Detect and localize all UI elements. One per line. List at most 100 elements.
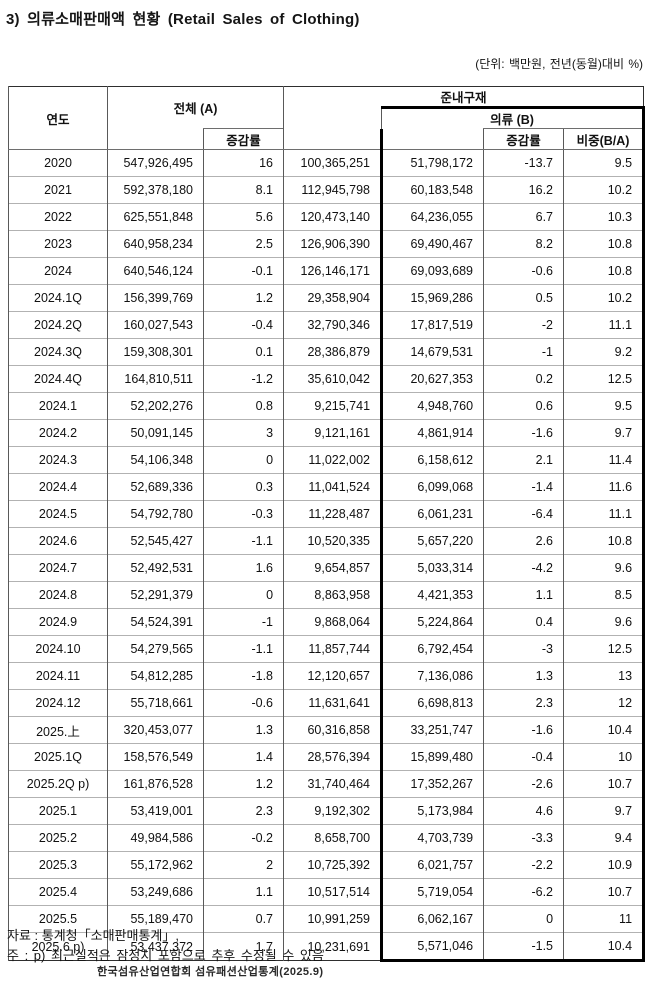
table-row: 2024.2Q 160,027,543 -0.4 32,790,346 17,817,5… [8, 311, 646, 339]
header-row-1: 연도 전체 (A) 준내구재 [8, 86, 644, 150]
period-cell: 2024 [8, 257, 108, 285]
value-cell: 12.5 [563, 635, 646, 663]
period-cell: 2025.2Q p) [8, 770, 108, 798]
unit-note: (단위: 백만원, 전년(동월)대비 %) [475, 57, 643, 71]
value-cell: -4.2 [483, 554, 564, 582]
value-cell: 54,106,348 [107, 446, 204, 474]
table-header: 연도 전체 (A) 준내구재 의류 (B) 증감률 증감률 비중(B/A) [8, 86, 646, 150]
value-cell: -0.6 [483, 257, 564, 285]
header-spacer-clothing [380, 128, 484, 150]
col-header-clothing: 의류 (B) [381, 106, 646, 129]
value-cell: -1 [483, 338, 564, 366]
value-cell: 4,421,353 [380, 581, 484, 609]
header-row-3: 증감률 증감률 비중(B/A) [9, 128, 646, 150]
value-cell: 126,146,171 [283, 257, 382, 285]
value-cell: 10,520,335 [283, 527, 382, 555]
value-cell: 15,969,286 [380, 284, 484, 312]
value-cell: 9.2 [563, 338, 646, 366]
value-cell: 6,021,757 [380, 851, 484, 879]
period-cell: 2024.6 [8, 527, 108, 555]
value-cell: 2.3 [483, 689, 564, 717]
value-cell: 10.4 [563, 716, 646, 744]
value-cell: 8,658,700 [283, 824, 382, 852]
value-cell: 11.1 [563, 311, 646, 339]
value-cell: 3 [202, 419, 284, 447]
period-cell: 2024.3 [8, 446, 108, 474]
value-cell: 9.7 [563, 797, 646, 825]
table-row: 2025.上 320,453,077 1.3 60,316,858 33,251,747… [8, 716, 646, 744]
value-cell: 20,627,353 [380, 365, 484, 393]
value-cell: 32,790,346 [283, 311, 382, 339]
value-cell: 6,698,813 [380, 689, 484, 717]
value-cell: 10,231,691 [283, 932, 382, 961]
value-cell: 640,546,124 [107, 257, 204, 285]
value-cell: 49,984,586 [107, 824, 204, 852]
value-cell: 0.5 [483, 284, 564, 312]
period-cell: 2024.7 [8, 554, 108, 582]
value-cell: 69,490,467 [380, 230, 484, 258]
value-cell: 5,224,864 [380, 608, 484, 636]
table-row: 2025.1 53,419,001 2.3 9,192,302 5,173,984 4.6… [8, 797, 646, 825]
value-cell: 9,868,064 [283, 608, 382, 636]
value-cell: 52,202,276 [107, 392, 204, 420]
value-cell: 161,876,528 [107, 770, 204, 798]
value-cell: 112,945,798 [283, 176, 382, 204]
table-row: 2024.1 52,202,276 0.8 9,215,741 4,948,760 0.6… [8, 392, 646, 420]
value-cell: 164,810,511 [107, 365, 204, 393]
value-cell: 8.1 [202, 176, 284, 204]
value-cell: 11.1 [563, 500, 646, 528]
table-row: 2024.4Q 164,810,511 -1.2 35,610,042 20,627,3… [8, 365, 646, 393]
value-cell: 6,062,167 [380, 905, 484, 933]
value-cell: 2.6 [483, 527, 564, 555]
table-row: 2025.2 49,984,586 -0.2 8,658,700 4,703,739 -3… [8, 824, 646, 852]
value-cell: 10.7 [563, 770, 646, 798]
value-cell: 5.6 [202, 203, 284, 231]
value-cell: 11 [563, 905, 646, 933]
value-cell: 53,249,686 [107, 878, 204, 906]
value-cell: 4,948,760 [380, 392, 484, 420]
value-cell: 0.8 [202, 392, 284, 420]
value-cell: 53,419,001 [107, 797, 204, 825]
value-cell: 5,571,046 [380, 932, 484, 962]
table-row: 2024 640,546,124 -0.1 126,146,171 69,093,689… [8, 257, 646, 285]
value-cell: 4.6 [483, 797, 564, 825]
period-cell: 2025.上 [8, 716, 108, 744]
value-cell: -6.4 [483, 500, 564, 528]
table-row: 2025.1Q 158,576,549 1.4 28,576,394 15,899,48… [8, 743, 646, 771]
period-cell: 2021 [8, 176, 108, 204]
value-cell: 60,316,858 [283, 716, 382, 744]
value-cell: 625,551,848 [107, 203, 204, 231]
value-cell: 156,399,769 [107, 284, 204, 312]
value-cell: 9.4 [563, 824, 646, 852]
value-cell: 28,576,394 [283, 743, 382, 771]
value-cell: 1.3 [202, 716, 284, 744]
value-cell: -1.2 [202, 365, 284, 393]
value-cell: 10,517,514 [283, 878, 382, 906]
value-cell: -1.5 [483, 932, 564, 962]
value-cell: 0.6 [483, 392, 564, 420]
value-cell: 10 [563, 743, 646, 771]
value-cell: 64,236,055 [380, 203, 484, 231]
value-cell: 126,906,390 [283, 230, 382, 258]
value-cell: -13.7 [483, 149, 564, 177]
period-cell: 2024.4Q [8, 365, 108, 393]
period-cell: 2025.4 [8, 878, 108, 906]
value-cell: 69,093,689 [380, 257, 484, 285]
col-header-year: 연도 [8, 86, 108, 150]
value-cell: 1.2 [202, 284, 284, 312]
value-cell: 51,798,172 [380, 149, 484, 177]
value-cell: 11.4 [563, 446, 646, 474]
value-cell: 52,492,531 [107, 554, 204, 582]
value-cell: 0 [202, 581, 284, 609]
value-cell: 11,228,487 [283, 500, 382, 528]
value-cell: 55,172,962 [107, 851, 204, 879]
value-cell: 547,926,495 [107, 149, 204, 177]
value-cell: 60,183,548 [380, 176, 484, 204]
period-cell: 2023 [8, 230, 108, 258]
value-cell: 5,657,220 [380, 527, 484, 555]
value-cell: 6,158,612 [380, 446, 484, 474]
value-cell: -2.6 [483, 770, 564, 798]
value-cell: 9.6 [563, 608, 646, 636]
value-cell: 1.1 [483, 581, 564, 609]
